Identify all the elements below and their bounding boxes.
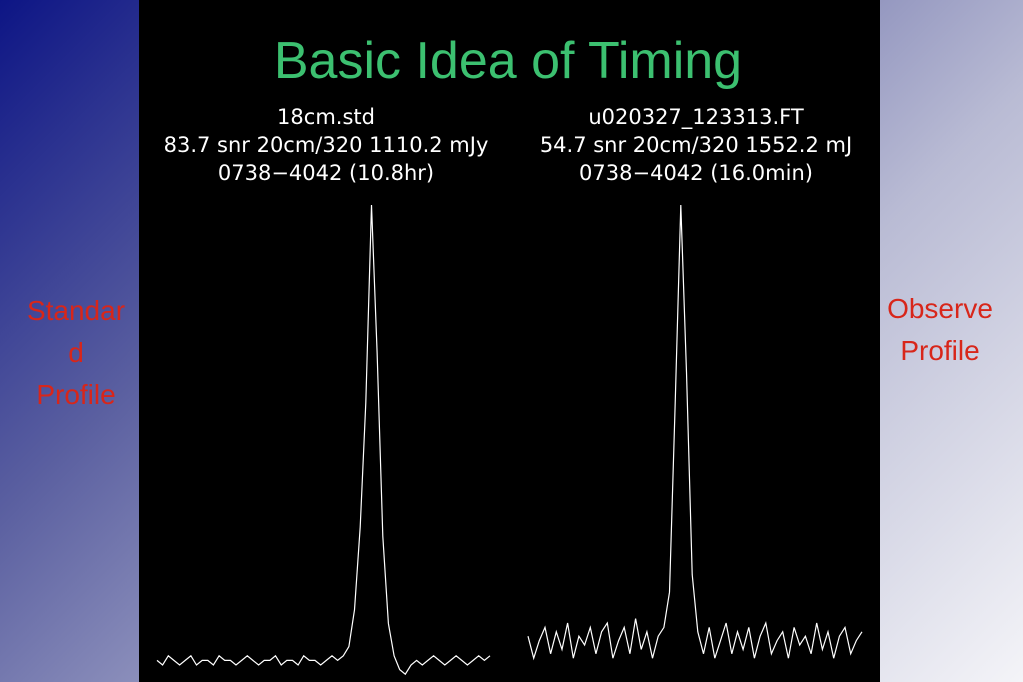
label-line: Observe (887, 293, 993, 324)
label-line: Profile (36, 379, 116, 410)
profile-line (527, 204, 863, 661)
profile-header: 54.7 snr 20cm/320 1552.2 mJ (540, 133, 852, 157)
label-line: Profile (900, 335, 980, 366)
profile-header: 0738−4042 (10.8hr) (218, 161, 434, 185)
left-label: Standar d Profile (14, 290, 138, 416)
profile-header: 83.7 snr 20cm/320 1110.2 mJy (164, 133, 489, 157)
plot-panel (139, 0, 880, 682)
right-label: Observe Profile (872, 288, 1008, 372)
slide-title: Basic Idea of Timing (274, 32, 742, 90)
profile-header: 0738−4042 (16.0min) (579, 161, 813, 185)
profile-header: u020327_123313.FT (588, 105, 804, 130)
profile-header: 18cm.std (277, 105, 375, 129)
profile-line (156, 204, 491, 676)
label-line: d (68, 337, 84, 368)
label-line: Standar (26, 295, 126, 326)
